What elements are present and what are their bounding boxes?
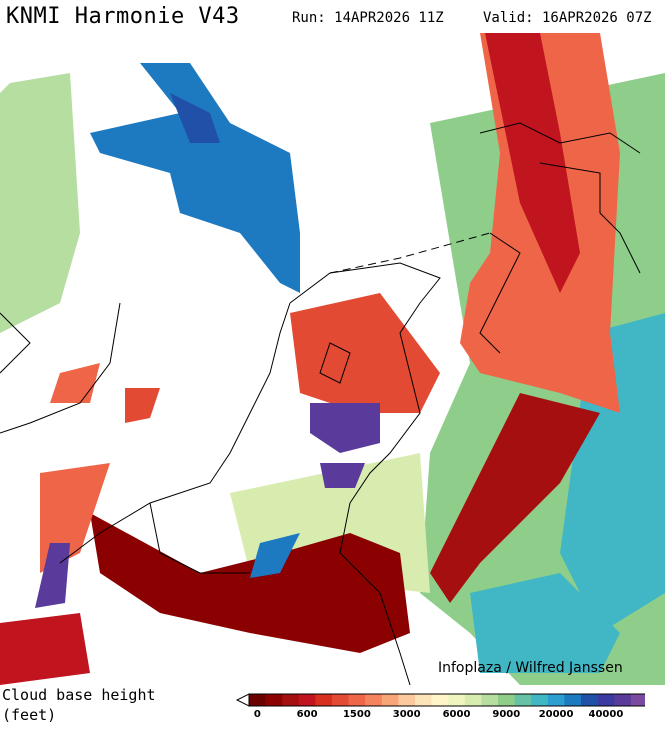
colorbar-swatch (581, 694, 598, 706)
colorbar-swatch (381, 694, 399, 706)
colorbar-swatch (431, 694, 449, 706)
valid-time: Valid: 16APR2026 07Z (483, 10, 652, 26)
coastline (0, 122, 641, 685)
high-cloud (310, 403, 380, 453)
colorbar-swatch (531, 694, 549, 706)
colorbar-swatch (282, 694, 300, 706)
colorbar-swatch (315, 694, 333, 706)
title: KNMI Harmonie V43 (6, 4, 240, 29)
colorbar-tick-label: 20000 (539, 709, 574, 720)
low-cloud (485, 33, 580, 293)
low-cloud (290, 293, 440, 413)
run-time: Run: 14APR2026 11Z (292, 10, 444, 26)
colorbar-swatch (249, 694, 266, 706)
high-cloud (320, 463, 365, 488)
colorbar-tick-label: 40000 (589, 709, 624, 720)
legend-label: (feet) (2, 706, 57, 724)
border (329, 232, 491, 274)
colorbar-swatch (298, 694, 316, 706)
colorbar-tick-label: 0 (254, 709, 261, 720)
high-cloud (35, 543, 70, 608)
colorbar-swatch (597, 694, 615, 706)
colorbar-swatch (547, 694, 565, 706)
low-cloud (125, 388, 160, 423)
high-cloud (250, 533, 300, 578)
colorbar-swatch (564, 694, 582, 706)
low-cloud (430, 393, 600, 603)
high-cloud (90, 63, 300, 293)
colorbar-swatch (630, 694, 645, 706)
colorbar-arrow (235, 693, 250, 707)
colorbar-swatch (365, 694, 383, 706)
colorbar-frame (248, 693, 645, 707)
colorbar-swatch (415, 694, 432, 706)
colorbar-swatch (614, 694, 632, 706)
legend-label: Cloud base height (2, 686, 156, 704)
low-cloud (90, 513, 410, 653)
colorbar: 0 600 1500 3000 6000 9000 20000 40000 (235, 693, 645, 720)
colorbar-tick-label: 3000 (393, 709, 421, 720)
colorbar-swatch (448, 694, 466, 706)
colorbar-swatch (464, 694, 482, 706)
colorbar-swatch (332, 694, 349, 706)
colorbar-tick-label: 600 (297, 709, 318, 720)
field (0, 73, 80, 333)
colorbar-swatch (481, 694, 499, 706)
colorbar-swatch (498, 694, 515, 706)
colorbar-swatch (265, 694, 283, 706)
colorbar-swatch (348, 694, 366, 706)
map (0, 33, 665, 685)
field (470, 573, 620, 673)
colorbar-swatch (398, 694, 416, 706)
colorbar-tick-label: 6000 (443, 709, 471, 720)
low-cloud (0, 613, 90, 685)
credit: Infoplaza / Wilfred Janssen (438, 660, 623, 676)
colorbar-tick-label: 9000 (492, 709, 520, 720)
colorbar-tick-label: 1500 (343, 709, 371, 720)
high-cloud (170, 93, 220, 143)
colorbar-swatch (514, 694, 532, 706)
